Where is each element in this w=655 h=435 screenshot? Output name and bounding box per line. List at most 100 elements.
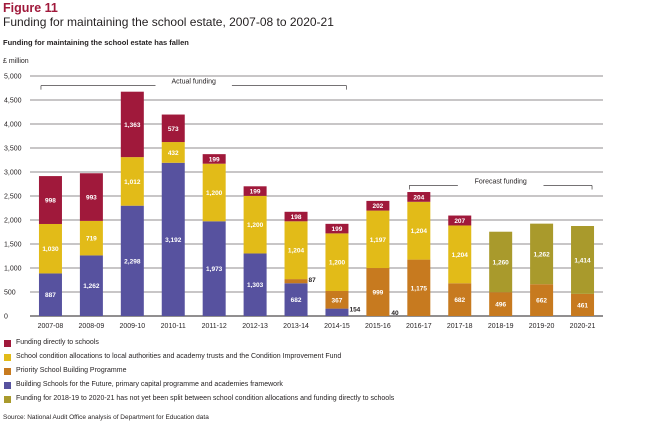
bar-segment — [79, 173, 103, 221]
x-tick-label: 2015-16 — [365, 323, 391, 330]
legend-item: School condition allocations to local au… — [3, 353, 643, 363]
x-tick-label: 2020-21 — [570, 323, 596, 330]
bar-value-label: 202 — [372, 203, 383, 210]
x-tick-label: 2008-09 — [79, 323, 105, 330]
bar-segment — [448, 215, 472, 226]
bar-value-label: 496 — [495, 302, 506, 309]
chart-title: Funding for maintaining the school estat… — [3, 15, 334, 29]
bar-segment — [407, 201, 431, 260]
bar-segment — [120, 205, 144, 316]
bar-segment — [366, 268, 390, 316]
bar-segment — [202, 154, 226, 164]
bar-segment — [243, 195, 267, 254]
bar-value-label: 1,303 — [247, 282, 264, 289]
bar-value-label: 2,298 — [124, 258, 141, 265]
legend-swatch — [4, 354, 11, 361]
legend-label: Funding for 2018-19 to 2020-21 has not y… — [16, 395, 395, 402]
bar-value-label: 887 — [45, 292, 56, 299]
bar-value-label: 682 — [291, 297, 302, 304]
bar-segment — [448, 225, 472, 284]
x-tick-label: 2012-13 — [242, 323, 268, 330]
y-tick-label: 2,000 — [4, 218, 22, 225]
bar-segment — [530, 223, 554, 285]
bar-value-label: 207 — [454, 218, 465, 225]
bar-segment — [530, 284, 554, 316]
y-axis-unit-label: £ million — [3, 58, 29, 65]
bar-value-label: 1,204 — [288, 248, 305, 255]
bar-value-label: 1,012 — [124, 179, 141, 186]
bar-value-label: 719 — [86, 236, 97, 243]
bar-value-label: 1,197 — [370, 237, 387, 244]
bar-value-label: 662 — [536, 298, 547, 305]
y-tick-label: 2,500 — [4, 194, 22, 201]
bar-segment — [161, 114, 185, 143]
bar-segment — [325, 223, 349, 234]
bar-segment — [120, 157, 144, 206]
figure-number: Figure 11 — [3, 1, 58, 15]
bar-segment — [448, 283, 472, 316]
bar-value-label: 1,262 — [533, 251, 550, 258]
bar-segment — [243, 253, 267, 316]
bar-value-label: 1,204 — [411, 228, 428, 235]
bar-value-label: 998 — [45, 198, 56, 205]
bar-value-label: 432 — [168, 150, 179, 157]
y-tick-label: 0 — [4, 314, 8, 321]
legend-swatch — [4, 340, 11, 347]
y-tick-label: 4,000 — [4, 122, 22, 129]
bar-segment — [366, 200, 390, 211]
bar-value-label: 40 — [391, 310, 399, 317]
bar-value-label: 1,262 — [83, 283, 100, 290]
bar-segment — [489, 292, 513, 316]
bar-segment — [407, 259, 431, 316]
legend-label: School condition allocations to local au… — [16, 353, 342, 360]
bar-value-label: 199 — [332, 226, 343, 233]
y-tick-label: 3,000 — [4, 170, 22, 177]
legend-swatch — [4, 382, 11, 389]
bar-value-label: 1,414 — [574, 257, 591, 264]
y-tick-label: 1,000 — [4, 266, 22, 273]
bar-value-label: 199 — [209, 156, 220, 163]
bar-value-label: 682 — [454, 297, 465, 304]
legend-item: Funding for 2018-19 to 2020-21 has not y… — [3, 395, 643, 405]
annotation-label: Forecast funding — [475, 178, 527, 185]
bar-value-label: 461 — [577, 302, 588, 309]
bar-value-label: 198 — [291, 214, 302, 221]
bar-segment — [284, 221, 308, 280]
chart-subtitle: Funding for maintaining the school estat… — [3, 38, 189, 47]
bar-segment — [38, 273, 62, 316]
legend-item: Funding directly to schools — [3, 339, 643, 349]
legend-swatch — [4, 368, 11, 375]
y-tick-label: 1,500 — [4, 242, 22, 249]
x-tick-label: 2016-17 — [406, 323, 432, 330]
bar-value-label: 1,204 — [452, 252, 469, 259]
legend-label: Building Schools for the Future, primary… — [16, 381, 283, 388]
bar-segment — [161, 142, 185, 163]
bar-segment — [38, 176, 62, 224]
bar-segment — [284, 211, 308, 222]
x-tick-label: 2013-14 — [283, 323, 309, 330]
y-tick-label: 3,500 — [4, 146, 22, 153]
bar-value-label: 1,973 — [206, 266, 223, 273]
bar-segment — [161, 162, 185, 316]
bar-segment — [79, 220, 103, 256]
bar-value-label: 367 — [332, 297, 343, 304]
annotation-label: Actual funding — [172, 79, 216, 86]
x-tick-label: 2011-12 — [202, 323, 227, 330]
bar-value-label: 154 — [349, 307, 360, 314]
legend-item: Building Schools for the Future, primary… — [3, 381, 643, 391]
bar-segment — [120, 91, 144, 158]
x-tick-label: 2019-20 — [529, 323, 555, 330]
bar-value-label: 1,200 — [206, 190, 223, 197]
bar-value-label: 999 — [372, 290, 383, 297]
bar-value-label: 573 — [168, 126, 179, 133]
bar-value-label: 1,363 — [124, 122, 141, 129]
bar-segment — [489, 231, 513, 293]
bar-segment — [325, 308, 349, 316]
bar-value-label: 1,200 — [329, 260, 346, 267]
bar-segment — [407, 192, 431, 202]
bar-value-label: 1,030 — [42, 246, 59, 253]
x-tick-label: 2014-15 — [324, 323, 350, 330]
y-tick-label: 5,000 — [4, 74, 22, 81]
bar-value-label: 204 — [413, 194, 424, 201]
